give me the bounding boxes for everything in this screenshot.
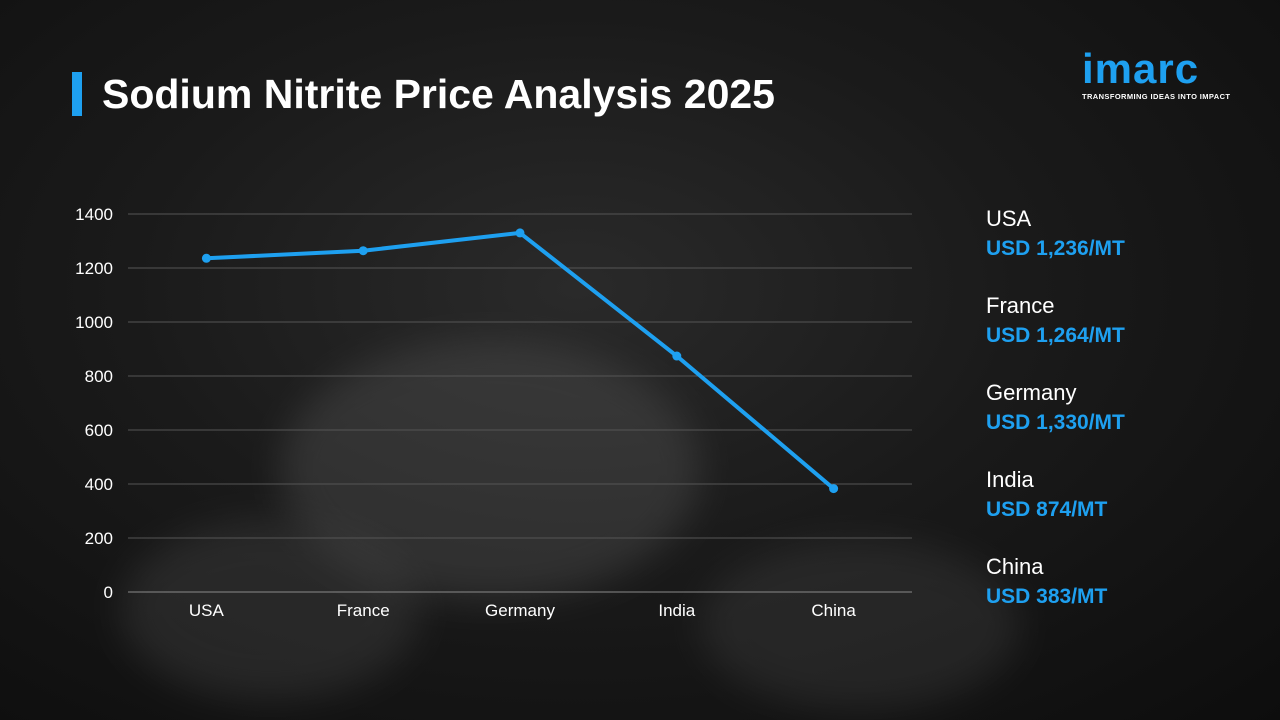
side-price-value: USD 1,236/MT [986, 237, 1125, 260]
side-price-value: USD 1,330/MT [986, 411, 1125, 434]
side-item-germany: Germany USD 1,330/MT [986, 378, 1266, 465]
background-texture [700, 540, 1020, 710]
y-tick-label: 1400 [75, 205, 113, 224]
x-tick-label: USA [189, 601, 225, 620]
side-item-france: France USD 1,264/MT [986, 291, 1266, 378]
title-accent-bar [72, 72, 82, 116]
logo-wordmark: imarc [1082, 45, 1200, 92]
y-tick-label: 0 [104, 583, 113, 602]
side-item-usa: USA USD 1,236/MT [986, 204, 1266, 291]
side-price-value: USD 383/MT [986, 585, 1108, 608]
background-texture [120, 520, 420, 700]
x-tick-label: China [811, 601, 856, 620]
side-country-label: USA [986, 206, 1032, 231]
data-point [672, 351, 682, 361]
y-tick-label: 1200 [75, 259, 113, 278]
side-price-value: USD 1,264/MT [986, 324, 1125, 347]
x-tick-label: India [658, 601, 695, 620]
side-country-label: France [986, 293, 1055, 318]
y-tick-label: 600 [85, 421, 113, 440]
data-point [358, 246, 368, 256]
side-item-china: China USD 383/MT [986, 552, 1266, 639]
side-item-india: India USD 874/MT [986, 465, 1266, 552]
y-tick-label: 200 [85, 529, 113, 548]
side-country-label: Germany [986, 380, 1077, 405]
x-tick-label: France [337, 601, 390, 620]
x-tick-label: Germany [485, 601, 555, 620]
page-title: Sodium Nitrite Price Analysis 2025 [102, 71, 775, 117]
series-line [204, 230, 836, 491]
data-point [829, 484, 839, 494]
y-tick-label: 1000 [75, 313, 113, 332]
price-side-panel: USA USD 1,236/MT France USD 1,264/MT Ger… [986, 204, 1266, 639]
side-country-label: China [986, 554, 1044, 579]
data-point [201, 253, 211, 263]
y-tick-label: 800 [85, 367, 113, 386]
side-price-value: USD 874/MT [986, 498, 1108, 521]
imarc-logo: imarc TRANSFORMING IDEAS INTO IMPACT [1076, 30, 1252, 104]
data-point [515, 228, 525, 238]
background-texture [280, 340, 700, 600]
y-tick-label: 400 [85, 475, 113, 494]
side-country-label: India [986, 467, 1034, 492]
logo-tagline: TRANSFORMING IDEAS INTO IMPACT [1082, 92, 1231, 101]
